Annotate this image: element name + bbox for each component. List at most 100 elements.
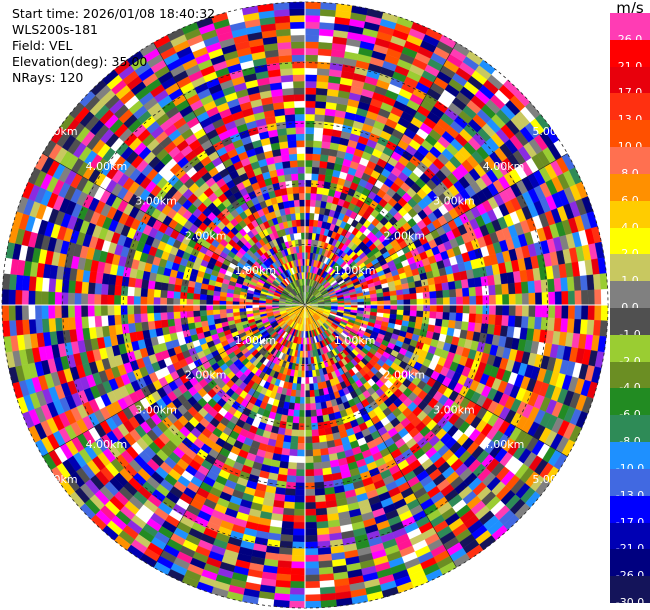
ppi-gate [521,293,530,306]
ppi-gate [315,514,328,523]
ppi-gate [304,548,319,556]
ppi-gate [294,489,306,497]
ppi-gate [350,299,358,303]
ppi-gate [482,304,490,315]
ppi-gate [48,317,57,333]
ppi-gate [285,421,293,430]
ppi-gate [316,68,330,76]
ppi-gate [447,281,456,291]
ppi-gate [304,449,314,457]
ppi-gate [280,534,294,542]
ppi-gate [396,299,404,306]
ppi-gate [304,166,313,174]
ppi-gate [308,383,315,391]
ppi-gate [2,320,11,337]
ppi-gate [547,278,556,293]
ppi-gate [304,390,310,398]
ppi-gate [312,153,322,162]
ppi-gate [321,407,329,416]
ppi-gate [318,35,334,44]
ppi-gate [319,441,328,450]
ppi-gate [507,315,516,328]
ppi-gate [313,389,320,397]
ppi-gate [304,232,309,240]
ppi-gate [15,304,23,321]
ppi-gate [521,281,529,294]
ppi-gate [283,501,295,510]
ppi-gate [441,282,450,291]
ppi-gate [311,166,320,175]
ppi-gate [304,67,318,75]
ppi-gate [567,304,576,320]
ppi-gate [357,298,365,303]
ppi-gate [488,284,496,296]
ppi-gate [186,292,194,300]
ppi-gate [322,134,332,143]
ppi-gate [153,312,162,322]
ppi-gate [134,278,143,288]
ppi-gate [553,317,562,333]
ppi-gate [113,304,121,316]
ppi-gate [494,314,503,326]
ppi-gate [448,288,457,298]
ppi-gate [292,416,300,424]
ppi-gate [316,415,324,424]
ppi-gate [322,414,330,423]
ppi-gate [310,416,318,424]
ppi-gate [21,304,29,320]
ppi-gate [304,1,322,10]
ppi-gate [94,304,102,317]
ppi-gate [225,300,233,306]
ppi-gate [275,573,292,582]
ppi-gate [309,212,315,220]
ppi-gate [422,311,431,319]
ppi-gate [396,294,404,301]
ppi-gate [600,288,609,306]
ppi-gate [304,508,317,516]
ppi-gate [295,482,306,490]
ppi-gate [146,312,155,322]
ppi-gate [34,290,43,306]
ppi-gate [312,455,322,464]
ppi-gate [508,304,516,317]
ppi-gate [154,319,163,329]
ppi-gate [456,304,464,314]
ppi-gate [489,294,497,306]
ppi-gate [455,312,464,322]
ppi-gate [304,153,314,161]
ppi-gate [291,429,299,437]
ppi-gate [316,81,329,89]
ppi-gate [410,298,418,306]
ppi-gate [594,304,602,321]
ppi-gate [314,120,325,129]
ppi-gate [107,304,115,316]
ppi-gate [402,288,410,295]
ppi-gate [304,456,314,464]
ppi-gate [318,167,327,176]
ppi-gate [199,293,207,300]
ppi-gate [126,304,135,315]
ppi-gate [304,146,314,154]
ppi-gate [179,304,187,312]
ppi-gate [594,289,602,306]
ppi-gate [429,291,437,299]
ppi-gate [140,313,148,323]
ppi-gate [389,290,397,297]
ppi-gate [547,317,556,332]
ppi-gate [455,288,464,298]
ppi-gate [310,193,317,201]
ppi-gate [501,283,510,295]
ppi-gate [291,548,306,556]
ppi-gate [304,370,309,378]
ppi-gate [300,377,306,385]
ppi-gate [21,290,29,306]
ppi-gate [468,286,477,297]
ppi-gate [304,377,310,385]
ppi-gate [74,316,83,330]
ppi-gate [489,304,497,316]
ppi-gate [304,594,321,602]
ppi-gate [315,402,322,410]
ppi-gate [127,286,135,297]
ppi-gate [508,293,516,306]
ppi-gate [282,441,291,450]
